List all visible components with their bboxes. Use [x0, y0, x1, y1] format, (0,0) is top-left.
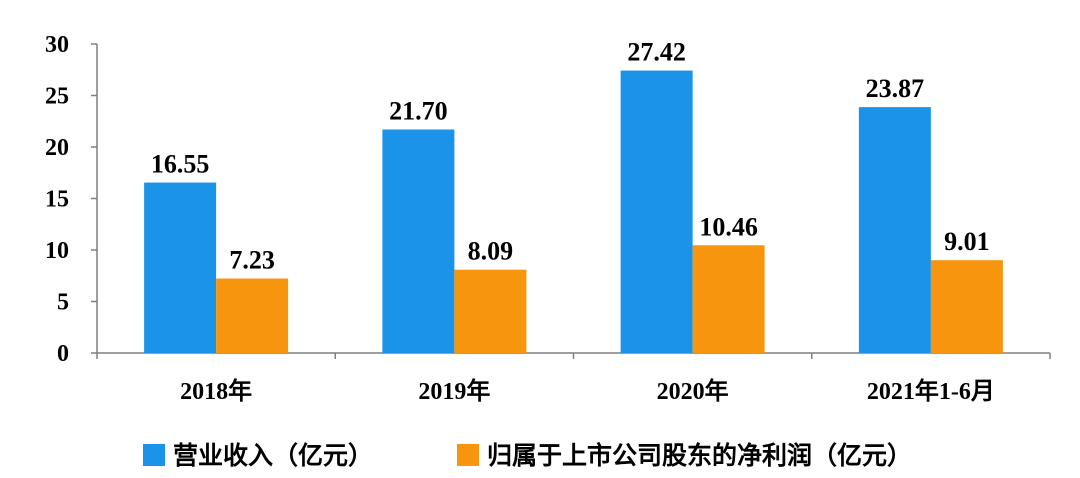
bar-revenue [620, 70, 693, 353]
bar-net-profit [930, 260, 1003, 353]
y-tick-label: 20 [45, 135, 69, 161]
legend-swatch [143, 444, 165, 466]
axes: 0 5 10 15 20 25 30 2018年 2019年 2020年 2021年1-6月 [45, 32, 1051, 405]
y-tick-label: 30 [45, 32, 69, 58]
data-label: 9.01 [944, 227, 990, 256]
data-label: 10.46 [699, 212, 758, 241]
data-label: 7.23 [229, 246, 275, 275]
data-label: 21.70 [389, 96, 448, 125]
bar-net-profit [692, 245, 765, 353]
legend-swatch [457, 444, 479, 466]
legend: 营业收入（亿元） 归属于上市公司股东的净利润（亿元） [143, 441, 912, 470]
data-label: 16.55 [151, 150, 210, 179]
bar-revenue [382, 129, 455, 353]
y-tick-label: 10 [45, 238, 69, 264]
legend-label: 归属于上市公司股东的净利润（亿元） [487, 441, 912, 470]
x-tick-label: 2020年 [657, 377, 729, 405]
legend-label: 营业收入（亿元） [173, 441, 373, 470]
y-tick-label: 5 [57, 290, 69, 316]
bars [144, 70, 1003, 353]
y-tick-label: 15 [45, 187, 69, 213]
data-labels: 16.55 7.23 21.70 8.09 27.42 10.46 23.87 9.01 [151, 38, 990, 275]
bar-net-profit [216, 278, 289, 353]
bar-net-profit [454, 269, 527, 353]
x-tick-label: 2019年 [418, 377, 490, 405]
data-label: 23.87 [866, 74, 925, 103]
bar-revenue [858, 107, 931, 353]
y-tick-label: 0 [57, 341, 69, 367]
data-label: 8.09 [468, 237, 514, 266]
data-label: 27.42 [627, 38, 686, 67]
x-tick-label: 2018年 [180, 377, 252, 405]
x-tick-label: 2021年1-6月 [867, 377, 995, 405]
y-tick-label: 25 [45, 84, 69, 110]
bar-revenue [144, 182, 217, 353]
